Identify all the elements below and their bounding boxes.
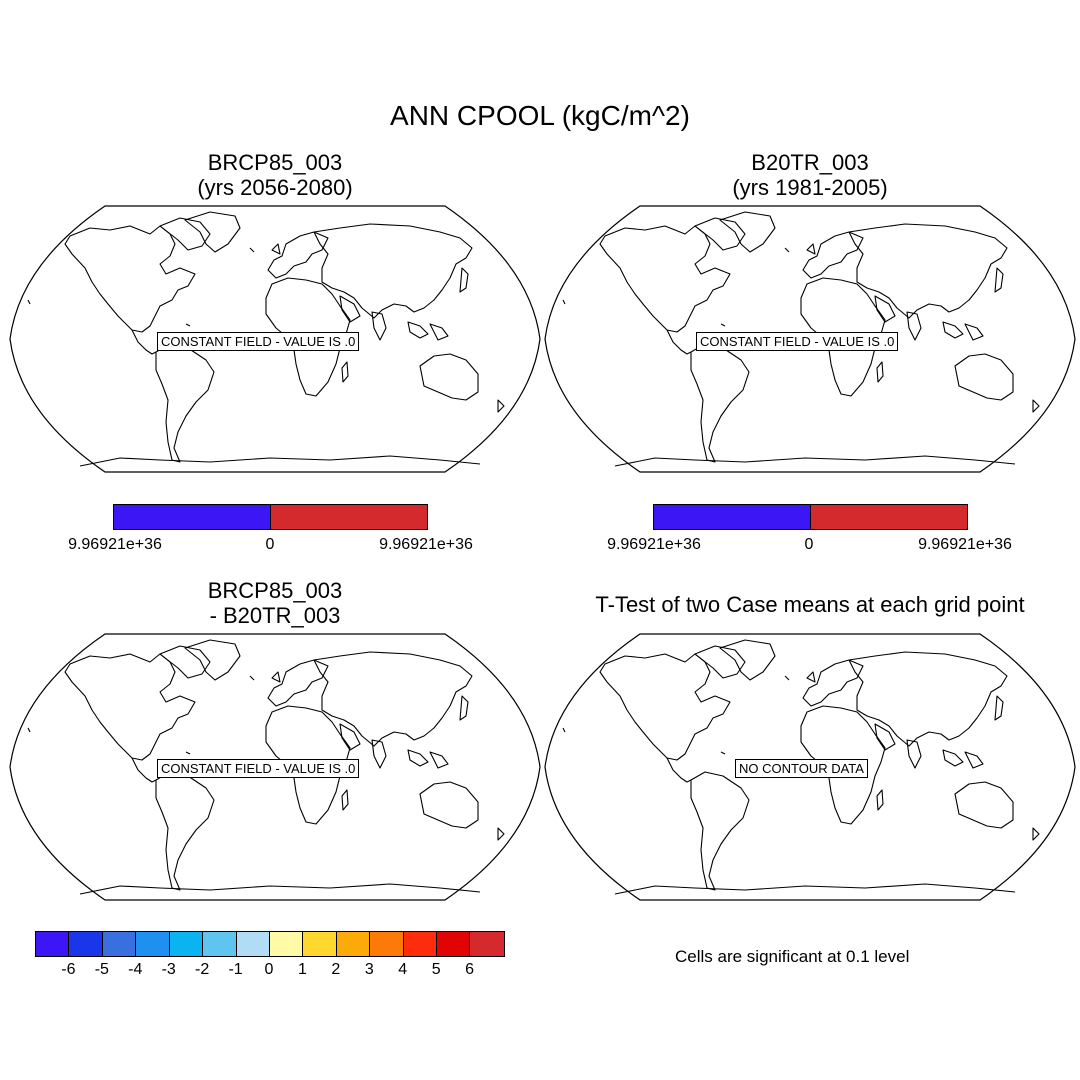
panel-2-years: (yrs 1981-2005)	[732, 175, 888, 200]
colorbar-cell	[403, 932, 438, 956]
colorbar-difference-label: 1	[297, 961, 307, 978]
colorbar-cell	[169, 932, 204, 956]
colorbar-case1	[113, 504, 428, 530]
colorbar-cell	[114, 505, 271, 529]
colorbar-cell	[270, 505, 427, 529]
colorbar-cell	[136, 932, 170, 956]
colorbar-cell	[654, 505, 811, 529]
colorbar-difference-label: -6	[61, 961, 76, 978]
colorbar-cell	[269, 932, 304, 956]
colorbar-cell	[810, 505, 967, 529]
colorbar-difference-label: -4	[128, 961, 143, 978]
colorbar-difference-label: 5	[431, 961, 441, 978]
panel-3-case: BRCP85_003	[207, 578, 343, 603]
panel-4-title: T-Test of two Case means at each grid po…	[595, 592, 1025, 617]
colorbar-cell	[437, 932, 471, 956]
panel-3-message: CONSTANT FIELD - VALUE IS .0	[157, 759, 360, 778]
colorbar-cell	[203, 932, 237, 956]
colorbar-case1-label: 9.96921e+36	[68, 536, 162, 553]
colorbar-cell	[102, 932, 137, 956]
colorbar-case2-label: 9.96921e+36	[607, 536, 701, 553]
colorbar-difference-label: -3	[161, 961, 176, 978]
panel-1-title: BRCP85_003 (yrs 2056-2080)	[10, 150, 540, 200]
panel-1-years: (yrs 2056-2080)	[197, 175, 353, 200]
panel-3-subtitle: - B20TR_003	[209, 603, 341, 628]
colorbar-cell	[69, 932, 103, 956]
colorbar-difference	[35, 931, 505, 957]
colorbar-difference-label: -2	[195, 961, 210, 978]
panel-2-message: CONSTANT FIELD - VALUE IS .0	[696, 332, 899, 351]
panel-3-title: BRCP85_003 - B20TR_003	[10, 578, 540, 628]
colorbar-case1-label: 0	[265, 536, 275, 553]
colorbar-difference-label: 6	[465, 961, 475, 978]
colorbar-cell	[303, 932, 337, 956]
colorbar-difference-label: 3	[364, 961, 374, 978]
colorbar-cell	[470, 932, 504, 956]
colorbar-case2	[653, 504, 968, 530]
colorbar-difference-label: -1	[228, 961, 243, 978]
colorbar-difference-label: 2	[331, 961, 341, 978]
panel-1-case: BRCP85_003	[207, 150, 343, 175]
colorbar-case2-label: 9.96921e+36	[918, 536, 1012, 553]
colorbar-cell	[370, 932, 404, 956]
panel-2-case: B20TR_003	[751, 150, 869, 175]
colorbar-cell	[36, 932, 70, 956]
panel-4-message: NO CONTOUR DATA	[735, 759, 868, 778]
colorbar-case2-label: 0	[804, 536, 814, 553]
figure-title: ANN CPOOL (kgC/m^2)	[390, 100, 690, 131]
colorbar-difference-label: 0	[264, 961, 274, 978]
panel-1-message: CONSTANT FIELD - VALUE IS .0	[157, 332, 360, 351]
colorbar-cell	[236, 932, 270, 956]
colorbar-difference-label: -5	[94, 961, 109, 978]
panel-2-title: B20TR_003 (yrs 1981-2005)	[545, 150, 1075, 200]
colorbar-case1-label: 9.96921e+36	[379, 536, 473, 553]
colorbar-cell	[336, 932, 371, 956]
colorbar-difference-label: 4	[398, 961, 408, 978]
ttest-significance-note: Cells are significant at 0.1 level	[675, 947, 910, 966]
